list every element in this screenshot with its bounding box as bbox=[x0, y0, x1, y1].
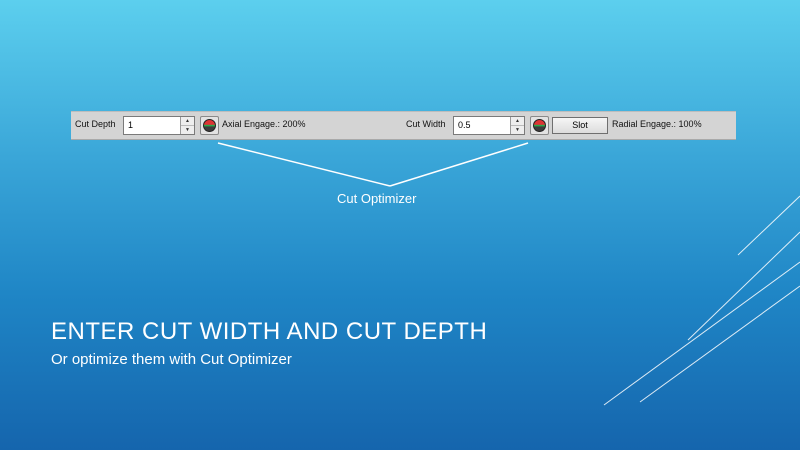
cut-width-label: Cut Width bbox=[406, 119, 446, 129]
slot-button[interactable]: Slot bbox=[552, 117, 608, 134]
cut-optimizer-icon bbox=[203, 119, 216, 132]
spin-down-arrow-icon[interactable]: ▼ bbox=[515, 127, 520, 133]
spin-down-arrow-icon[interactable]: ▼ bbox=[185, 127, 190, 133]
cut-parameters-toolbar: Cut Depth 1 ▲ ▼ Axial Engage.: 200% Cut … bbox=[71, 111, 736, 140]
cut-width-optimizer-button[interactable] bbox=[530, 116, 549, 135]
deco-line bbox=[687, 231, 800, 341]
radial-engage-readout: Radial Engage.: 100% bbox=[612, 119, 702, 129]
callout-line-right bbox=[389, 142, 529, 187]
cut-depth-optimizer-button[interactable] bbox=[200, 116, 219, 135]
cut-width-spinbox[interactable]: 0.5 ▲ ▼ bbox=[453, 116, 525, 135]
spin-up-arrow-icon[interactable]: ▲ bbox=[511, 117, 524, 126]
callout-label: Cut Optimizer bbox=[337, 191, 417, 206]
slide-subtitle: Or optimize them with Cut Optimizer bbox=[51, 351, 292, 368]
cut-width-value: 0.5 bbox=[458, 120, 471, 130]
deco-line bbox=[737, 195, 800, 256]
cut-depth-label: Cut Depth bbox=[75, 119, 116, 129]
slide-title: ENTER CUT WIDTH AND CUT DEPTH bbox=[51, 318, 488, 345]
cut-depth-spin-arrows[interactable]: ▲ ▼ bbox=[180, 117, 194, 134]
cut-depth-spinbox[interactable]: 1 ▲ ▼ bbox=[123, 116, 195, 135]
cut-optimizer-icon bbox=[533, 119, 546, 132]
spin-up-arrow-icon[interactable]: ▲ bbox=[181, 117, 194, 126]
cut-depth-value: 1 bbox=[128, 120, 134, 130]
axial-engage-readout: Axial Engage.: 200% bbox=[222, 119, 306, 129]
deco-line bbox=[603, 261, 800, 406]
cut-width-spin-arrows[interactable]: ▲ ▼ bbox=[510, 117, 524, 134]
deco-line bbox=[639, 285, 800, 403]
callout-line-left bbox=[217, 142, 391, 187]
